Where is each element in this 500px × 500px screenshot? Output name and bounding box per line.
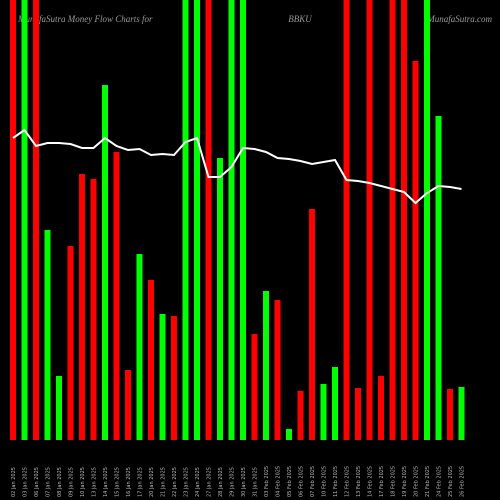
bar [458, 387, 465, 440]
x-tick-label: 25 Feb 2025 [448, 466, 454, 497]
bar [44, 230, 51, 440]
x-tick-label: 18 Feb 2025 [391, 466, 397, 497]
bar [447, 389, 453, 440]
bar [332, 367, 338, 440]
bar [435, 116, 442, 440]
x-tick-label: 03 Feb 2025 [264, 466, 270, 497]
x-tick-label: 14 Jan 2025 [103, 467, 109, 497]
x-tick-label: 21 Feb 2025 [425, 466, 431, 497]
bar [182, 0, 189, 440]
x-tick-label: 22 Jan 2025 [172, 467, 178, 497]
bar [424, 0, 430, 440]
x-tick-label: 12 Feb 2025 [345, 466, 351, 497]
x-tick-label: 15 Jan 2025 [115, 467, 121, 497]
bar [228, 0, 235, 440]
bar [263, 291, 269, 440]
bar [401, 0, 407, 440]
bar [113, 152, 120, 440]
x-tick-label: 06 Jan 2025 [34, 467, 40, 497]
bar [297, 391, 304, 440]
money-flow-line [12, 128, 462, 205]
bar [33, 0, 39, 440]
bar [79, 174, 85, 440]
x-tick-label: 06 Feb 2025 [299, 466, 305, 497]
x-tick-label: 17 Feb 2025 [379, 466, 385, 497]
x-tick-label: 07 Jan 2025 [46, 467, 52, 497]
bar [274, 300, 281, 440]
bar [240, 0, 246, 440]
x-tick-label: 10 Feb 2025 [322, 466, 328, 497]
bar [10, 0, 16, 440]
x-tick-label: 10 Jan 2025 [80, 467, 86, 497]
bar [412, 61, 419, 440]
bar [56, 376, 62, 440]
x-tick-label: 13 Feb 2025 [356, 466, 362, 497]
x-tick-label: 16 Jan 2025 [126, 467, 132, 497]
x-tick-label: 31 Jan 2025 [253, 467, 259, 497]
x-tick-label: 13 Jan 2025 [92, 467, 98, 497]
x-tick-label: 29 Jan 2025 [230, 467, 236, 497]
bar [251, 334, 258, 440]
bar [343, 0, 350, 440]
bar [194, 0, 200, 440]
x-tick-label: 17 Jan 2025 [138, 467, 144, 497]
bar [136, 254, 143, 440]
bar [320, 384, 327, 440]
header-right: MunafaSutra.com [426, 14, 492, 24]
bar [102, 85, 108, 440]
bar [171, 316, 177, 440]
x-tick-label: 20 Feb 2025 [414, 466, 420, 497]
x-tick-label: 20 Jan 2025 [149, 467, 155, 497]
x-tick-label: 02 Jan 2025 [11, 467, 17, 497]
x-tick-label: 11 Feb 2025 [333, 466, 339, 497]
x-tick-label: 27 Jan 2025 [207, 467, 213, 497]
x-tick-label: 05 Feb 2025 [287, 466, 293, 497]
x-tick-label: 03 Jan 2025 [23, 467, 29, 497]
bar [378, 376, 384, 440]
x-tick-label: 30 Jan 2025 [241, 467, 247, 497]
bar [389, 0, 396, 440]
bar [159, 314, 166, 440]
x-tick-label: 26 Feb 2025 [460, 466, 466, 497]
bar [217, 158, 223, 440]
bar [205, 0, 212, 440]
x-tick-label: 07 Feb 2025 [310, 466, 316, 497]
bar [366, 0, 373, 440]
x-tick-label: 04 Feb 2025 [276, 466, 282, 497]
x-tick-label: 14 Feb 2025 [368, 466, 374, 497]
bar [148, 280, 154, 440]
x-tick-label: 24 Jan 2025 [195, 467, 201, 497]
x-tick-label: 24 Feb 2025 [437, 466, 443, 497]
bar [309, 209, 315, 440]
bar [21, 0, 28, 440]
bar [67, 246, 74, 440]
bar [125, 370, 131, 440]
x-tick-label: 09 Jan 2025 [69, 467, 75, 497]
header-left: MunafaSutra Money Flow Charts for [17, 14, 153, 24]
x-tick-label: 28 Jan 2025 [218, 467, 224, 497]
x-tick-label: 19 Feb 2025 [402, 466, 408, 497]
bar [355, 388, 361, 440]
bar [90, 179, 97, 440]
x-tick-label: 23 Jan 2025 [184, 467, 190, 497]
chart-title: BBKU [288, 14, 312, 24]
x-tick-label: 08 Jan 2025 [57, 467, 63, 497]
bar [286, 429, 292, 440]
x-tick-label: 21 Jan 2025 [161, 467, 167, 497]
